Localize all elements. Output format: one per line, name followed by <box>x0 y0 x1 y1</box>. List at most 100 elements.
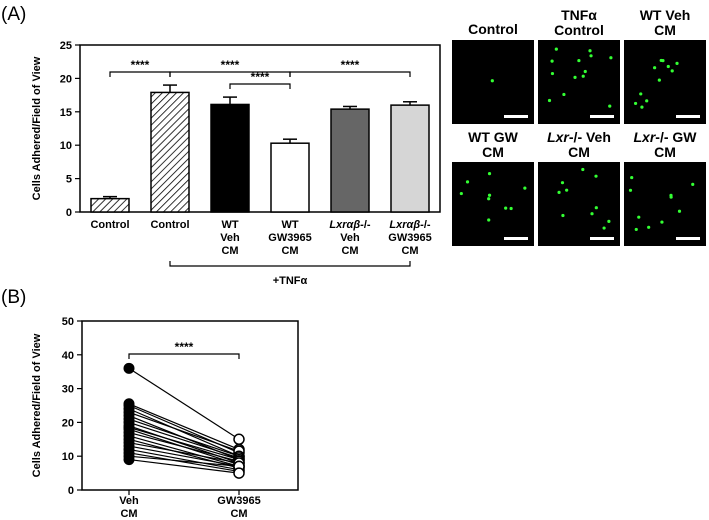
bar <box>150 91 190 213</box>
cell-dot <box>628 188 633 192</box>
cell-dot <box>562 92 566 97</box>
bar <box>210 103 250 213</box>
cell-dot <box>490 79 494 83</box>
cell-dot <box>523 186 527 190</box>
x-category-label: GW3965 <box>268 232 311 244</box>
pair-line <box>128 455 240 467</box>
micrograph <box>538 162 620 246</box>
cell-dot <box>630 175 634 180</box>
micrograph-title: Control <box>554 22 604 38</box>
cell-dot <box>607 219 611 223</box>
x-category-label: Veh <box>119 495 139 507</box>
y-axis-label: Cells Adhered/Field of View <box>31 56 43 200</box>
micrograph <box>624 40 706 124</box>
bar-chart-a: 0 5 10 15 20 25 Cells Adhered/Field of View Con… <box>31 40 441 287</box>
micrograph-title: TNFα <box>561 7 597 23</box>
significance-label: **** <box>175 340 194 354</box>
cell-dot <box>459 191 463 196</box>
bar <box>270 142 310 213</box>
significance-bracket <box>128 353 240 359</box>
cell-dot <box>487 171 492 176</box>
group-label: +TNFα <box>273 275 308 287</box>
cell-dot <box>608 104 612 108</box>
significance-label: **** <box>251 70 270 84</box>
significance-bracket <box>229 83 291 89</box>
y-tick-label: 5 <box>66 174 72 186</box>
cell-dot <box>554 47 558 51</box>
pair-line <box>128 403 240 450</box>
x-category-label: Control <box>90 219 129 231</box>
y-tick-label: 25 <box>60 40 72 52</box>
micrograph <box>624 162 706 246</box>
x-category-label: Lxrαβ-/- <box>389 219 430 231</box>
pair-line <box>128 431 240 462</box>
group-bracket <box>169 261 411 267</box>
y-tick-label: 50 <box>62 316 74 328</box>
micrograph-title: CM <box>654 144 676 160</box>
pair-line <box>128 435 240 467</box>
y-tick-label: 20 <box>62 417 74 429</box>
micrograph-title: Lxr-/- GW <box>633 129 697 145</box>
x-category-label: CM <box>221 245 238 257</box>
cell-dot <box>594 174 598 178</box>
bar <box>330 108 370 213</box>
micrograph-title: Control <box>468 21 518 37</box>
x-category-label: CM <box>341 245 358 257</box>
plot-frame-b <box>81 320 299 491</box>
cell-dot <box>557 190 561 195</box>
cell-dot <box>487 197 491 201</box>
x-category-label: WT <box>221 219 238 231</box>
bar <box>390 104 430 213</box>
cell-dot <box>691 182 695 186</box>
cell-dot <box>594 206 598 210</box>
cell-dot <box>602 226 606 230</box>
y-axis-label: Cells Adhered/Field of View <box>31 333 43 477</box>
plot-frame-a <box>79 44 441 213</box>
cell-dot <box>573 75 577 79</box>
x-category-label: Veh <box>340 232 360 244</box>
cell-dot <box>581 74 585 78</box>
pair-line <box>128 408 240 457</box>
scale-bar <box>590 115 614 118</box>
bar <box>90 197 130 213</box>
cell-dot <box>583 69 587 74</box>
cell-dot <box>504 206 508 210</box>
cell-dot <box>577 58 581 63</box>
micrograph-title: WT Veh <box>640 7 691 23</box>
panel-a-label: (A) <box>1 4 26 25</box>
significance-bracket <box>289 71 411 77</box>
cell-dot <box>645 99 649 103</box>
significance-bracket <box>169 71 291 77</box>
significance-bracket <box>109 71 171 77</box>
x-category-label: Control <box>150 219 189 231</box>
cell-dot <box>675 61 679 66</box>
cell-dot <box>633 101 638 106</box>
scale-bar <box>676 237 700 240</box>
cell-dot <box>640 105 644 109</box>
x-category-label: Veh <box>220 232 240 244</box>
cell-dot <box>657 78 661 82</box>
cell-dot <box>670 69 674 73</box>
scale-bar <box>676 115 700 118</box>
y-tick-label: 10 <box>60 140 72 152</box>
veh-point <box>123 454 135 466</box>
micrograph-title: CM <box>654 22 676 38</box>
y-tick-label: 10 <box>62 451 74 463</box>
y-tick-label: 20 <box>60 73 72 85</box>
cell-dot <box>653 66 657 70</box>
cell-dot <box>547 98 552 103</box>
veh-point <box>123 362 135 374</box>
cell-dot <box>590 212 594 216</box>
scale-bar <box>590 237 614 240</box>
pair-line <box>128 445 240 467</box>
cell-dot <box>561 213 565 218</box>
x-category-label: Lxrαβ-/- <box>329 219 370 231</box>
cell-dot <box>634 227 638 232</box>
cell-dot <box>550 71 555 76</box>
micrograph <box>538 40 620 124</box>
scale-bar <box>504 237 528 240</box>
x-category-label: CM <box>401 245 418 257</box>
micrograph-title: WT GW <box>468 129 519 145</box>
x-category-label: CM <box>281 245 298 257</box>
